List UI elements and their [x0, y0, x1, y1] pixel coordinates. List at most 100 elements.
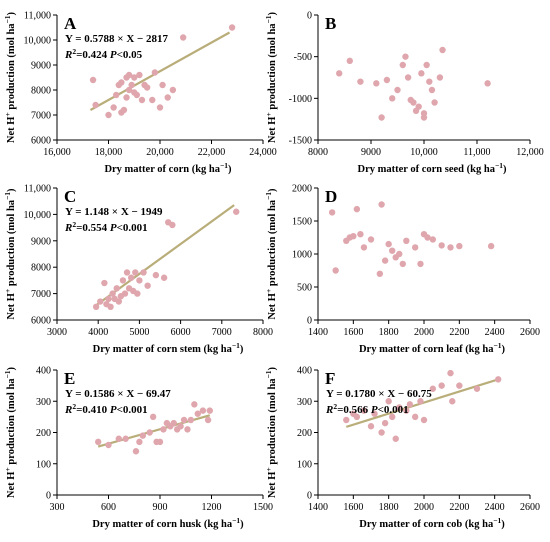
x-tick-label: 1500: [253, 502, 273, 513]
data-point: [107, 303, 114, 310]
data-point: [159, 81, 166, 89]
x-tick-label: 4000: [88, 327, 108, 338]
data-point: [431, 99, 438, 106]
regression-equation: Y = 0.5788 × X − 2817: [65, 33, 169, 45]
y-tick-label: -1000: [289, 94, 312, 105]
data-point: [131, 74, 138, 81]
data-point: [97, 298, 104, 305]
x-tick-label: 2600: [520, 502, 540, 513]
data-point: [438, 382, 445, 389]
panel-letter: A: [64, 14, 77, 33]
data-point: [378, 114, 385, 121]
data-point: [113, 91, 120, 99]
y-axis-label: Net H+ production (mol ha−1): [264, 188, 279, 320]
panel-e: 300 600 900 1200 1500 0 100 200 300 400 Dry matter…: [3, 366, 274, 531]
x-tick-label: 11,000: [463, 147, 490, 158]
y-tick-label: 7000: [31, 289, 51, 300]
data-point: [378, 201, 385, 208]
panel-letter: B: [325, 14, 336, 33]
data-point: [169, 221, 176, 229]
x-tick-label: 3000: [47, 327, 67, 338]
y-axis-label: Net H+ production (mol ha−1): [3, 366, 18, 498]
x-tick-label: 8000: [253, 327, 273, 338]
x-axis-label: Dry matter of corn (kg ha−1): [104, 161, 232, 176]
data-point: [438, 242, 445, 249]
regression-line: [89, 31, 231, 111]
x-tick-label: 2000: [414, 502, 434, 513]
x-tick-label: 16,000: [43, 147, 71, 158]
data-point: [228, 24, 236, 31]
panel-b: 8000 9000 10,000 11,000 12,000 -1500 -1000 -500…: [264, 11, 544, 176]
x-tick-label: 20,000: [146, 147, 174, 158]
data-point: [360, 244, 368, 251]
y-tick-label: 0: [307, 11, 312, 22]
x-tick-label: 9000: [361, 147, 381, 158]
data-point: [136, 71, 143, 79]
regression-equation: Y = 0.1780 × X − 60.75: [326, 388, 432, 400]
x-axis-label: Dry matter of corn leaf (kg ha−1): [359, 341, 506, 356]
data-point: [367, 423, 375, 430]
data-point: [105, 441, 112, 449]
data-point: [411, 244, 419, 251]
data-point: [151, 69, 159, 76]
regression-stats: R2=0.566 P<0.001: [325, 402, 409, 417]
x-tick-label: 24,000: [249, 147, 277, 158]
data-point: [184, 426, 191, 433]
data-point: [396, 250, 403, 258]
x-tick-label: 600: [101, 502, 116, 513]
data-point: [156, 104, 164, 111]
panel-letter: F: [325, 369, 335, 388]
data-point: [394, 86, 401, 94]
data-point: [109, 290, 116, 297]
data-point: [136, 277, 143, 284]
data-point: [417, 260, 424, 268]
data-point: [127, 274, 135, 281]
y-tick-label: 200: [36, 428, 51, 439]
data-point: [332, 267, 339, 274]
y-tick-label: 11,000: [24, 11, 51, 22]
regression-stats: R2=0.424 P<0.05: [64, 47, 143, 62]
data-point: [403, 407, 410, 414]
y-axis-label: Net H+ production (mol ha−1): [264, 11, 279, 143]
data-point: [132, 269, 139, 276]
data-point: [423, 61, 430, 69]
regression-equation: Y = 1.148 × X − 1949: [65, 206, 163, 218]
data-point: [417, 398, 424, 405]
data-point: [429, 385, 437, 392]
regression-stats: R2=0.410 P<0.001: [64, 402, 148, 417]
data-point: [473, 385, 481, 392]
panel-letter: C: [64, 187, 76, 206]
data-point: [378, 429, 385, 436]
y-tick-label: 8000: [31, 263, 51, 274]
data-point: [357, 78, 364, 85]
regression-stats: R2=0.554 P<0.001: [64, 220, 148, 235]
x-tick-label: 5000: [129, 327, 149, 338]
data-point: [160, 274, 168, 281]
data-point: [428, 86, 436, 94]
data-point: [385, 240, 392, 248]
y-tick-label: 9000: [31, 236, 51, 247]
data-point: [139, 432, 147, 439]
data-point: [164, 94, 171, 101]
data-point: [357, 231, 364, 238]
data-point: [406, 401, 414, 408]
y-tick-label: 300: [36, 397, 51, 408]
data-point: [343, 416, 350, 424]
data-point: [206, 407, 213, 414]
data-point: [115, 435, 123, 442]
data-point: [233, 208, 240, 215]
data-point: [92, 101, 99, 109]
data-point: [399, 61, 406, 69]
data-point: [389, 413, 396, 421]
y-tick-label: 400: [297, 366, 312, 377]
panel-letter: E: [64, 369, 75, 388]
data-point: [160, 426, 167, 433]
data-point: [136, 438, 143, 446]
data-point: [360, 407, 368, 414]
data-point: [144, 282, 151, 289]
y-tick-label: 1500: [292, 217, 312, 228]
data-point: [105, 111, 112, 119]
data-point: [132, 448, 140, 455]
y-tick-label: -500: [294, 52, 312, 63]
